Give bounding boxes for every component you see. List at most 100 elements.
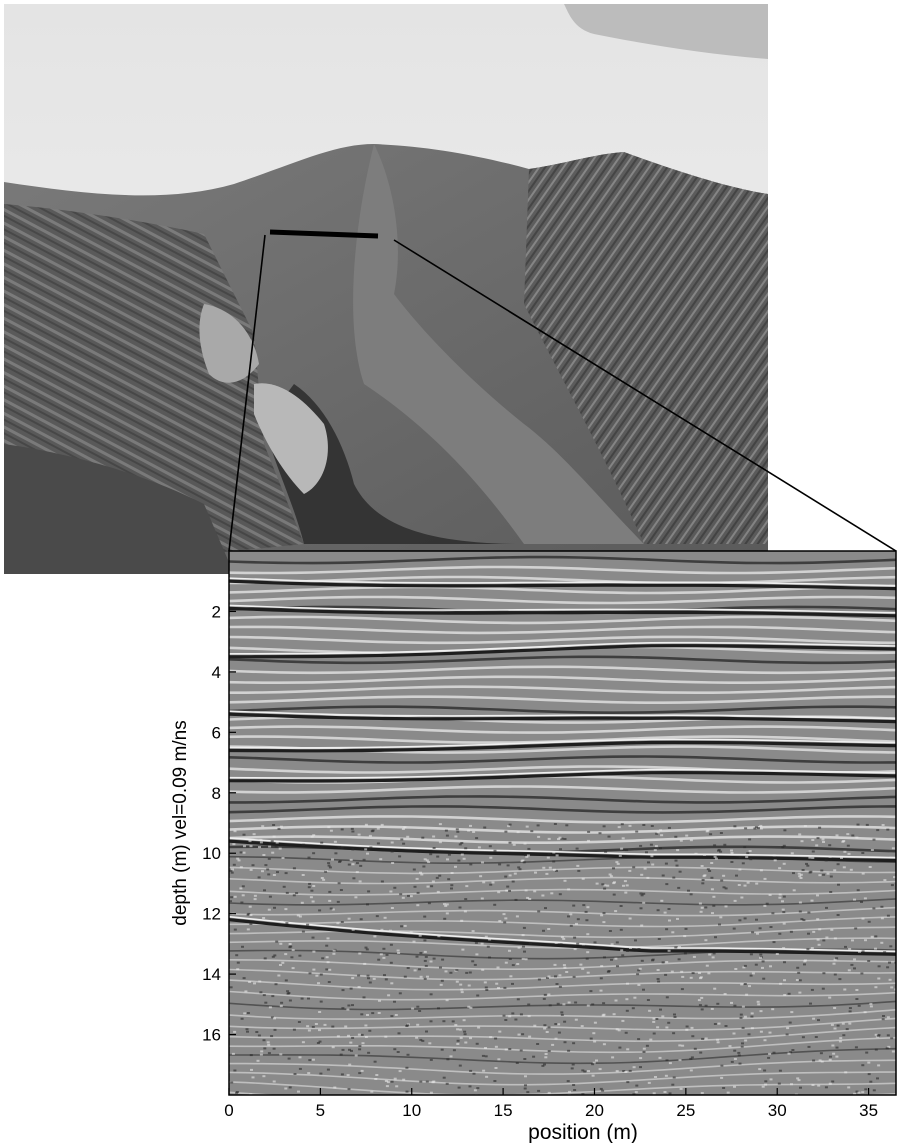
radar-noise bbox=[656, 909, 660, 912]
radar-noise bbox=[421, 836, 425, 839]
radar-noise bbox=[277, 974, 281, 977]
radar-noise bbox=[436, 855, 440, 858]
radar-noise bbox=[602, 921, 606, 924]
radar-noise bbox=[493, 849, 497, 852]
radar-noise bbox=[768, 1031, 772, 1034]
radar-noise bbox=[235, 1091, 239, 1093]
radar-noise bbox=[508, 958, 512, 960]
radar-noise bbox=[782, 844, 786, 847]
radar-noise bbox=[886, 1016, 890, 1019]
radar-noise bbox=[814, 1036, 818, 1038]
radar-noise bbox=[279, 825, 283, 828]
radar-noise bbox=[503, 986, 507, 989]
radar-noise bbox=[730, 1060, 734, 1063]
radar-noise bbox=[438, 823, 442, 826]
radar-noise bbox=[378, 999, 381, 1002]
radar-noise bbox=[547, 928, 551, 930]
radar-noise bbox=[382, 947, 386, 950]
radar-noise bbox=[767, 1056, 771, 1059]
radar-band bbox=[229, 635, 896, 645]
radar-noise bbox=[497, 891, 501, 894]
radar-noise bbox=[416, 1005, 420, 1008]
radar-noise bbox=[704, 906, 708, 909]
radar-noise bbox=[612, 882, 616, 885]
radar-noise bbox=[339, 889, 343, 891]
radar-noise bbox=[877, 1064, 881, 1067]
radar-noise bbox=[317, 982, 320, 985]
radar-noise bbox=[619, 905, 623, 907]
radar-noise bbox=[239, 887, 243, 890]
radar-noise bbox=[236, 968, 240, 971]
radar-noise bbox=[360, 848, 364, 851]
radar-noise bbox=[599, 989, 603, 992]
radar-noise bbox=[733, 899, 737, 902]
radar-noise bbox=[449, 1055, 453, 1058]
radar-noise bbox=[833, 958, 837, 961]
radar-noise bbox=[733, 1085, 736, 1088]
radar-band bbox=[229, 595, 896, 605]
radar-noise bbox=[406, 1024, 410, 1027]
radar-noise bbox=[625, 950, 629, 952]
y-tick-label: 6 bbox=[212, 723, 221, 742]
radar-noise bbox=[872, 907, 876, 910]
radar-noise bbox=[586, 906, 590, 909]
radar-noise bbox=[637, 1038, 641, 1041]
radar-noise bbox=[598, 1068, 602, 1071]
radar-noise bbox=[457, 1086, 461, 1089]
radar-noise bbox=[233, 830, 237, 833]
radar-noise bbox=[399, 893, 403, 896]
radar-noise bbox=[524, 854, 527, 857]
radar-noise bbox=[364, 946, 368, 949]
radar-noise bbox=[385, 953, 389, 956]
radar-noise bbox=[749, 974, 753, 977]
radar-noise bbox=[822, 939, 826, 942]
radar-noise bbox=[517, 946, 521, 949]
radar-noise bbox=[443, 903, 446, 906]
radar-noise bbox=[472, 831, 476, 833]
radar-noise bbox=[454, 1024, 458, 1026]
radar-noise bbox=[748, 850, 752, 852]
radar-noise bbox=[403, 826, 407, 829]
radar-noise bbox=[485, 1075, 489, 1078]
radar-noise bbox=[300, 997, 304, 1000]
radar-noise bbox=[851, 939, 854, 942]
radar-noise bbox=[711, 956, 715, 959]
radar-noise bbox=[358, 880, 362, 883]
radar-noise bbox=[803, 825, 807, 828]
radar-noise bbox=[522, 945, 525, 948]
radar-noise bbox=[640, 924, 644, 927]
radar-noise bbox=[469, 1006, 473, 1009]
radar-noise bbox=[625, 884, 629, 887]
radar-noise bbox=[625, 849, 629, 852]
radar-noise bbox=[581, 877, 585, 880]
radar-noise bbox=[291, 949, 295, 952]
radar-noise bbox=[526, 896, 530, 899]
radar-noise bbox=[639, 1066, 642, 1069]
radar-noise bbox=[733, 1004, 737, 1007]
radar-noise bbox=[664, 862, 668, 865]
radar-noise bbox=[517, 1033, 521, 1036]
radar-noise bbox=[312, 950, 316, 953]
radar-noise bbox=[856, 889, 860, 892]
radar-noise bbox=[647, 1081, 651, 1084]
radar-noise bbox=[419, 1080, 423, 1083]
radar-band bbox=[229, 866, 896, 875]
radar-noise bbox=[791, 1049, 795, 1051]
radar-noise bbox=[603, 884, 607, 887]
radar-noise bbox=[318, 1040, 322, 1043]
radar-noise bbox=[844, 945, 847, 948]
radar-noise bbox=[425, 1080, 429, 1083]
radar-noise bbox=[642, 988, 645, 991]
radar-noise bbox=[512, 843, 516, 846]
radar-noise bbox=[851, 834, 855, 837]
radar-noise bbox=[772, 941, 776, 944]
radar-noise bbox=[416, 891, 420, 894]
radar-noise bbox=[245, 1028, 249, 1031]
radar-noise bbox=[282, 885, 286, 888]
radar-noise bbox=[768, 894, 772, 896]
radar-noise bbox=[825, 936, 829, 939]
radar-noise bbox=[723, 843, 727, 846]
radar-noise bbox=[717, 1022, 721, 1025]
radar-noise bbox=[524, 958, 528, 961]
radar-noise bbox=[548, 866, 552, 869]
